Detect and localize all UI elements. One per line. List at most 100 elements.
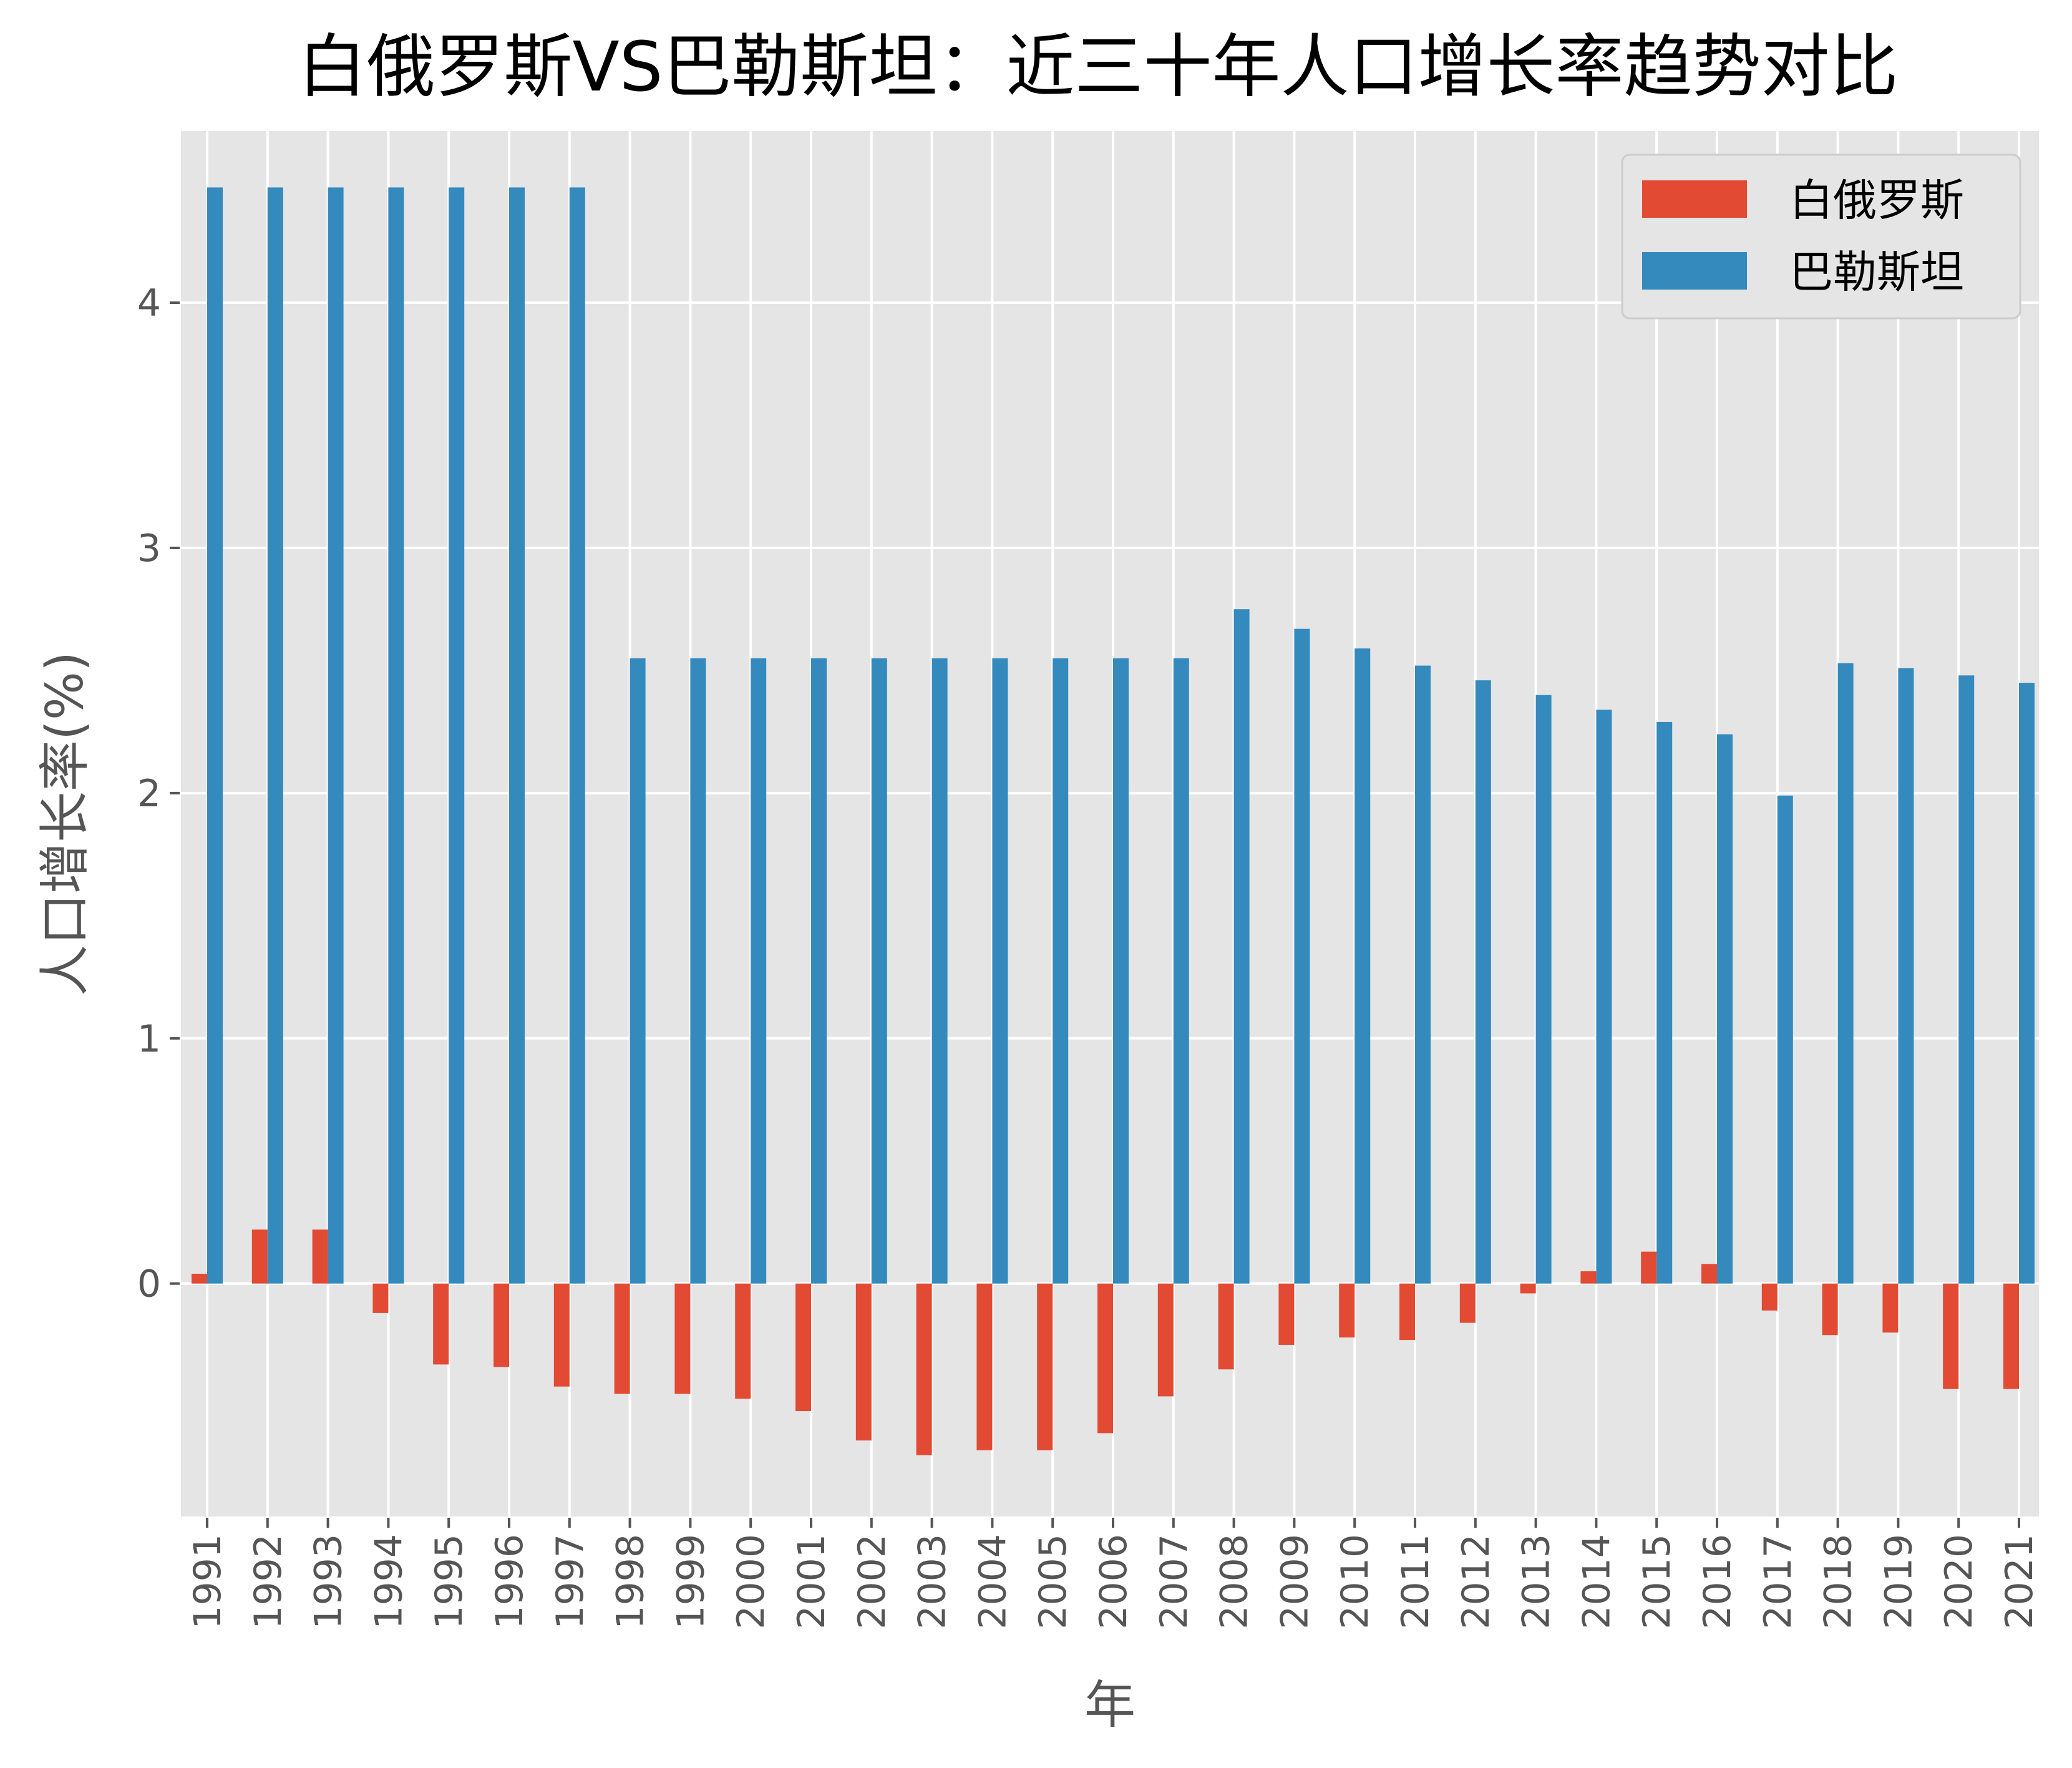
bar-palestine xyxy=(1596,710,1612,1284)
x-tick-label: 2014 xyxy=(1575,1534,1618,1629)
bar-belarus xyxy=(1037,1283,1053,1450)
bar-belarus xyxy=(1822,1283,1838,1336)
bar-palestine xyxy=(1475,680,1491,1284)
bar-belarus xyxy=(1097,1283,1113,1433)
bar-belarus xyxy=(735,1283,751,1399)
legend-label-belarus: 白俄罗斯 xyxy=(1789,175,1964,226)
bar-belarus xyxy=(1701,1264,1717,1284)
bar-belarus xyxy=(1459,1283,1476,1323)
x-tick-label: 2006 xyxy=(1092,1534,1136,1629)
bar-palestine xyxy=(1898,668,1914,1284)
x-tick-label: 2015 xyxy=(1635,1534,1679,1629)
x-tick-label: 1998 xyxy=(609,1534,653,1629)
legend: 白俄罗斯 巴勒斯坦 xyxy=(1621,154,2021,320)
x-tick-label: 1996 xyxy=(488,1534,532,1629)
bar-belarus xyxy=(192,1274,207,1284)
legend-swatch-palestine xyxy=(1642,252,1747,290)
x-tick-label: 2007 xyxy=(1152,1534,1196,1629)
bar-palestine xyxy=(1656,721,1673,1284)
bar-belarus xyxy=(1943,1283,1959,1389)
x-tick-label: 1999 xyxy=(669,1534,713,1629)
x-tick-label: 2021 xyxy=(1998,1534,2041,1629)
bar-belarus xyxy=(1157,1283,1174,1397)
x-tick-label: 2012 xyxy=(1454,1534,1498,1629)
bar-belarus xyxy=(795,1283,811,1412)
bar-palestine xyxy=(328,187,344,1284)
bar-palestine xyxy=(267,187,283,1284)
bar-belarus xyxy=(1339,1283,1355,1338)
bar-belarus xyxy=(1641,1251,1657,1284)
bar-palestine xyxy=(630,658,646,1284)
y-tick-label: 1 xyxy=(137,1017,161,1061)
x-tick-label: 2002 xyxy=(850,1534,894,1629)
y-axis-label: 人口增长率(%) xyxy=(36,652,95,996)
y-tick-label: 0 xyxy=(137,1263,161,1306)
x-tick-label: 1994 xyxy=(367,1534,411,1629)
bar-belarus xyxy=(855,1283,872,1441)
x-tick-label: 1993 xyxy=(307,1534,351,1629)
x-tick-label: 1991 xyxy=(186,1534,230,1629)
bar-palestine xyxy=(569,187,585,1284)
bar-belarus xyxy=(1218,1283,1234,1370)
bar-palestine xyxy=(1113,658,1129,1284)
bar-palestine xyxy=(1355,648,1371,1284)
bar-belarus xyxy=(433,1283,449,1365)
x-tick-label: 1995 xyxy=(427,1534,471,1629)
bar-belarus xyxy=(1761,1283,1778,1311)
bar-palestine xyxy=(1535,695,1552,1284)
x-tick-label: 2017 xyxy=(1756,1534,1800,1629)
bar-palestine xyxy=(811,658,827,1284)
x-tick-label: 2004 xyxy=(971,1534,1014,1629)
bar-palestine xyxy=(1415,665,1431,1284)
x-tick-label: 2010 xyxy=(1333,1534,1377,1629)
bar-palestine xyxy=(1294,628,1310,1284)
legend-swatch-belarus xyxy=(1642,180,1747,218)
chart-title: 白俄罗斯VS巴勒斯坦：近三十年人口增长率趋势对比 xyxy=(298,27,1898,107)
bar-belarus xyxy=(312,1229,328,1284)
axis-ticks: 0 1 2 3 4 1991 1992 1993 1994 1995 1996 1997 1998 199… xyxy=(137,281,2041,1629)
bar-belarus xyxy=(494,1283,509,1367)
x-tick-label: 1992 xyxy=(246,1534,290,1629)
y-tick-label: 2 xyxy=(137,772,161,816)
x-tick-label: 2009 xyxy=(1273,1534,1316,1629)
bar-palestine xyxy=(1053,658,1069,1284)
bar-palestine xyxy=(388,187,404,1284)
bar-palestine xyxy=(690,658,706,1284)
bar-belarus xyxy=(1580,1271,1597,1284)
bars xyxy=(192,187,2035,1455)
x-tick-label: 2000 xyxy=(729,1534,773,1629)
x-tick-label: 2011 xyxy=(1394,1534,1437,1629)
bar-palestine xyxy=(1717,734,1733,1284)
legend-label-palestine: 巴勒斯坦 xyxy=(1789,247,1964,298)
bar-belarus xyxy=(251,1229,268,1284)
x-tick-label: 2018 xyxy=(1817,1534,1860,1629)
bar-belarus xyxy=(976,1283,993,1450)
x-tick-label: 2008 xyxy=(1213,1534,1257,1629)
x-tick-label: 2005 xyxy=(1031,1534,1075,1629)
bar-palestine xyxy=(509,187,525,1284)
bar-belarus xyxy=(1520,1283,1536,1294)
bar-palestine xyxy=(207,187,223,1284)
bar-belarus xyxy=(372,1283,389,1313)
x-axis-label: 年 xyxy=(1084,1676,1136,1735)
x-tick-label: 2020 xyxy=(1937,1534,1981,1629)
bar-belarus xyxy=(1882,1283,1899,1333)
bar-palestine xyxy=(751,658,767,1284)
x-tick-label: 2003 xyxy=(911,1534,955,1629)
x-tick-label: 2013 xyxy=(1515,1534,1559,1629)
x-tick-label: 2019 xyxy=(1877,1534,1920,1629)
bar-palestine xyxy=(2019,683,2035,1284)
bar-belarus xyxy=(614,1283,630,1394)
bar-palestine xyxy=(1958,675,1975,1284)
bar-palestine xyxy=(1777,795,1793,1284)
bar-palestine xyxy=(992,658,1008,1284)
bar-palestine xyxy=(931,658,948,1284)
y-tick-label: 4 xyxy=(137,281,161,325)
bar-belarus xyxy=(553,1283,570,1387)
bar-belarus xyxy=(674,1283,691,1394)
y-tick-label: 3 xyxy=(137,527,161,570)
x-tick-label: 2016 xyxy=(1696,1534,1739,1629)
bar-belarus xyxy=(1278,1283,1295,1345)
x-tick-label: 1997 xyxy=(548,1534,592,1629)
